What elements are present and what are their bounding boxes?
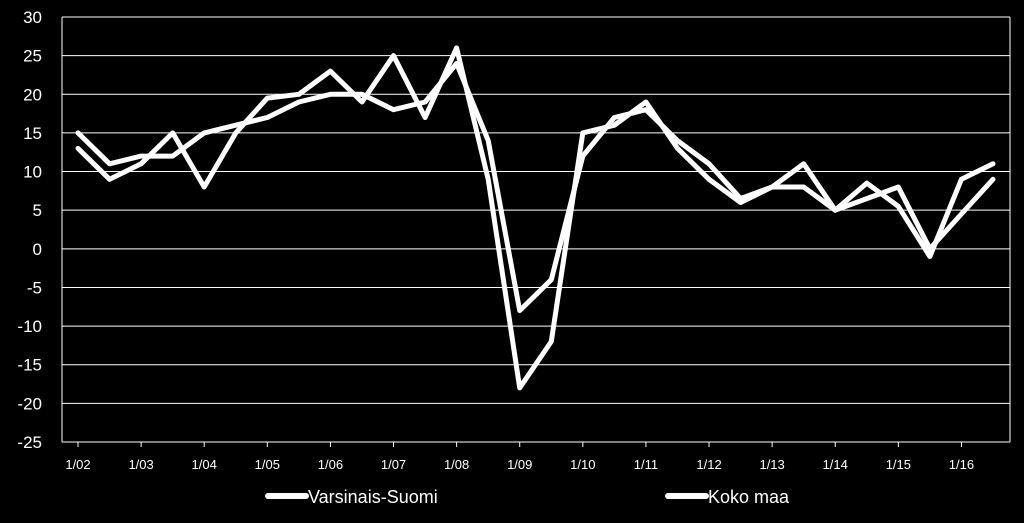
x-tick-label: 1/10 <box>570 457 595 472</box>
y-tick-label: -15 <box>17 356 42 375</box>
y-tick-label: 10 <box>23 163 42 182</box>
y-tick-label: -10 <box>17 317 42 336</box>
series-line-koko-maa <box>75 60 996 314</box>
x-tick-label: 1/02 <box>65 457 90 472</box>
x-tick-label: 1/03 <box>128 457 153 472</box>
legend-label: Varsinais-Suomi <box>308 487 438 507</box>
x-tick-label: 1/13 <box>759 457 784 472</box>
x-tick-label: 1/16 <box>949 457 974 472</box>
y-tick-label: 25 <box>23 47 42 66</box>
y-tick-label: 30 <box>23 8 42 27</box>
x-tick-label: 1/05 <box>255 457 280 472</box>
y-axis: 30 25 20 15 10 5 0 -5 -10 -15 -20 -25 <box>17 8 42 452</box>
x-tick-label: 1/04 <box>192 457 217 472</box>
x-tick-label: 1/14 <box>823 457 848 472</box>
series-lines <box>75 45 996 391</box>
legend-label: Koko maa <box>708 487 790 507</box>
x-tick-label: 1/15 <box>886 457 911 472</box>
y-tick-label: 0 <box>33 240 42 259</box>
x-tick-label: 1/12 <box>696 457 721 472</box>
y-tick-label: -20 <box>17 394 42 413</box>
x-tick-label: 1/07 <box>381 457 406 472</box>
y-tick-label: 15 <box>23 124 42 143</box>
x-tick-label: 1/06 <box>318 457 343 472</box>
y-tick-label: 20 <box>23 85 42 104</box>
y-tick-label: 5 <box>33 201 42 220</box>
gridlines <box>61 16 1011 443</box>
y-tick-label: -5 <box>27 278 42 297</box>
x-axis: 1/02 1/03 1/04 1/05 1/06 1/07 1/08 1/09 1/10 1/11… <box>65 442 974 472</box>
x-tick-label: 1/09 <box>507 457 532 472</box>
x-tick-label: 1/08 <box>444 457 469 472</box>
plot-area <box>62 17 1010 442</box>
y-tick-label: -25 <box>17 433 42 452</box>
x-tick-label: 1/11 <box>634 457 658 472</box>
legend: Varsinais-Suomi Koko maa <box>265 487 790 507</box>
